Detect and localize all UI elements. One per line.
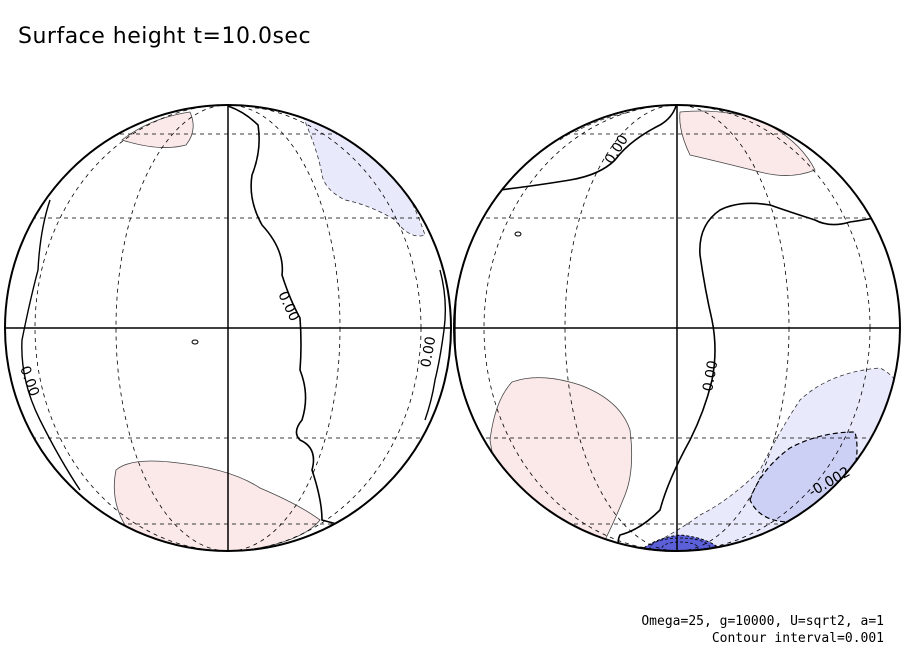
left-label-limb-right: 0.00 (418, 335, 439, 368)
left-zero-contour-limb-left (21, 199, 81, 491)
right-positive-region-top (679, 110, 816, 176)
contour-interval-line: Contour interval=0.001 (711, 631, 884, 646)
left-positive-region-top (121, 111, 194, 148)
left-negative-region (299, 109, 426, 237)
plot-title: Surface height t=10.0sec (18, 24, 312, 49)
left-label-center: 0.00 (274, 289, 302, 324)
left-zero-contour-center (227, 105, 361, 531)
left-zero-contour-limb-right (424, 269, 447, 421)
parameter-caption: Omega=25, g=10000, U=sqrt2, a=1 Contour … (641, 613, 884, 647)
right-zero-contour-top (499, 105, 677, 191)
right-positive-region-bottom (489, 377, 633, 542)
left-hemisphere: 0.00 0.00 0.00 (4, 104, 452, 552)
right-zero-contour-center (617, 202, 900, 551)
parameter-line: Omega=25, g=10000, U=sqrt2, a=1 (641, 614, 884, 629)
left-globe-outline (4, 104, 452, 552)
left-positive-region-bottom (113, 460, 321, 551)
right-globe-outline (453, 104, 901, 552)
right-label-top: 0.00 (602, 132, 632, 167)
left-label-limb-left: 0.00 (16, 364, 42, 399)
right-hemisphere: 0.00 0.00 -0.002 (453, 104, 901, 552)
right-label-center: 0.00 (700, 359, 721, 392)
